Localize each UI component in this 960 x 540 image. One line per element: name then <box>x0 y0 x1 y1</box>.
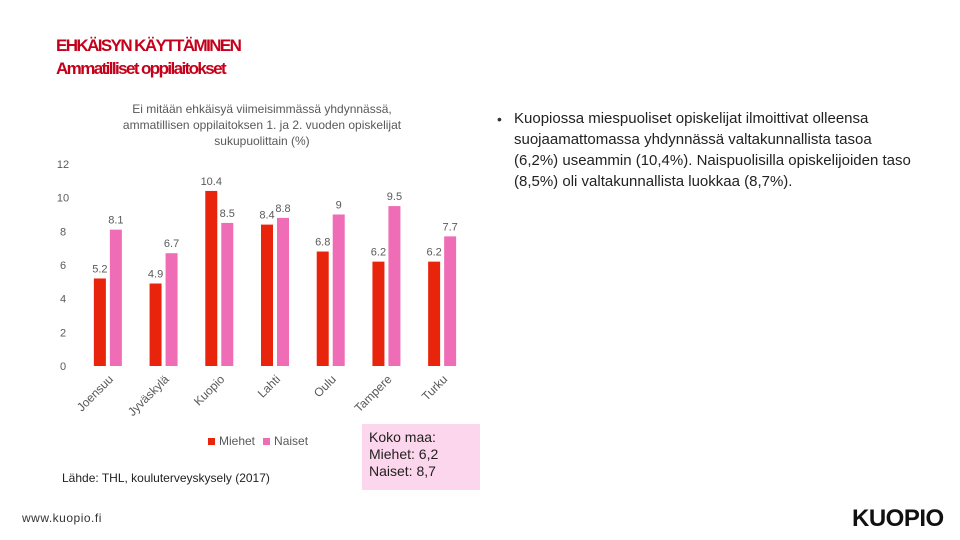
national-average-box: Koko maa: Miehet: 6,2 Naiset: 8,7 <box>362 424 480 490</box>
x-tick-label: Joensuu <box>74 372 116 414</box>
x-tick-label: Jyväskylä <box>125 372 172 419</box>
slide-subtitle: Ammatilliset oppilaitokset <box>56 59 227 78</box>
slide-title: EHKÄISYN KÄYTTÄMINEN <box>56 36 242 55</box>
data-label: 10.4 <box>201 176 222 188</box>
bar-naiset <box>109 229 122 366</box>
data-label: 9.5 <box>387 191 402 203</box>
x-tick-label: Lahti <box>255 372 283 400</box>
bar-naiset <box>332 214 345 366</box>
data-label: 8.8 <box>275 203 290 215</box>
national-men: Miehet: 6,2 <box>369 446 439 462</box>
legend-label-naiset: Naiset <box>274 434 309 448</box>
bar-miehet <box>205 190 218 366</box>
x-tick-label: Tampere <box>352 372 395 415</box>
bar-miehet <box>316 251 329 366</box>
data-label: 6.2 <box>371 247 386 259</box>
legend-swatch-naiset <box>263 437 271 445</box>
bar-naiset <box>388 206 401 366</box>
x-tick-label: Oulu <box>311 372 339 400</box>
bar-miehet <box>428 261 441 366</box>
kuopio-logo: KUOPIO <box>852 505 944 532</box>
data-label: 6.8 <box>315 237 330 249</box>
data-label: 8.4 <box>259 210 274 222</box>
chart-title-line: sukupuolittain (%) <box>214 134 309 148</box>
bar-miehet <box>93 278 106 366</box>
bar-naiset <box>221 222 234 366</box>
national-label: Koko maa: <box>369 429 436 445</box>
data-label: 8.1 <box>108 215 123 227</box>
bar-miehet <box>372 261 385 366</box>
data-label: 6.2 <box>426 247 441 259</box>
y-tick-label: 2 <box>60 327 66 339</box>
bar-miehet <box>149 283 162 366</box>
y-tick-label: 8 <box>60 226 66 238</box>
data-label: 8.5 <box>220 208 235 220</box>
legend-swatch-miehet <box>208 437 215 445</box>
bar-naiset <box>277 217 289 366</box>
bar-miehet <box>261 224 273 366</box>
chart-legend: Miehet Naiset <box>208 434 308 448</box>
chart-title-line: Ei mitään ehkäisyä viimeisimmässä yhdynn… <box>132 102 391 116</box>
data-label: 5.2 <box>92 263 107 275</box>
bar-naiset <box>444 236 457 366</box>
y-tick-label: 6 <box>60 260 66 272</box>
y-tick-label: 0 <box>60 361 66 373</box>
legend-label-miehet: Miehet <box>219 434 256 448</box>
y-tick-label: 4 <box>60 294 66 306</box>
bar-naiset <box>165 253 178 366</box>
bullet-point: • <box>497 111 502 127</box>
y-tick-label: 12 <box>57 159 69 171</box>
bar-chart: Ei mitään ehkäisyä viimeisimmässä yhdynn… <box>57 102 458 419</box>
x-tick-label: Turku <box>419 372 450 403</box>
y-tick-label: 10 <box>57 193 69 205</box>
data-label: 4.9 <box>148 269 163 281</box>
data-label: 9 <box>336 200 342 212</box>
x-tick-label: Kuopio <box>191 372 228 409</box>
source-text: Lähde: THL, kouluterveyskysely (2017) <box>62 471 270 485</box>
chart-title-line: ammatillisen oppilaitoksen 1. ja 2. vuod… <box>123 118 402 132</box>
data-label: 7.7 <box>442 221 457 233</box>
website-url[interactable]: www.kuopio.fi <box>22 511 102 525</box>
national-women: Naiset: 8,7 <box>369 463 436 479</box>
data-label: 6.7 <box>164 238 179 250</box>
description-text: Kuopiossa miespuoliset opiskelijat ilmoi… <box>514 110 911 190</box>
